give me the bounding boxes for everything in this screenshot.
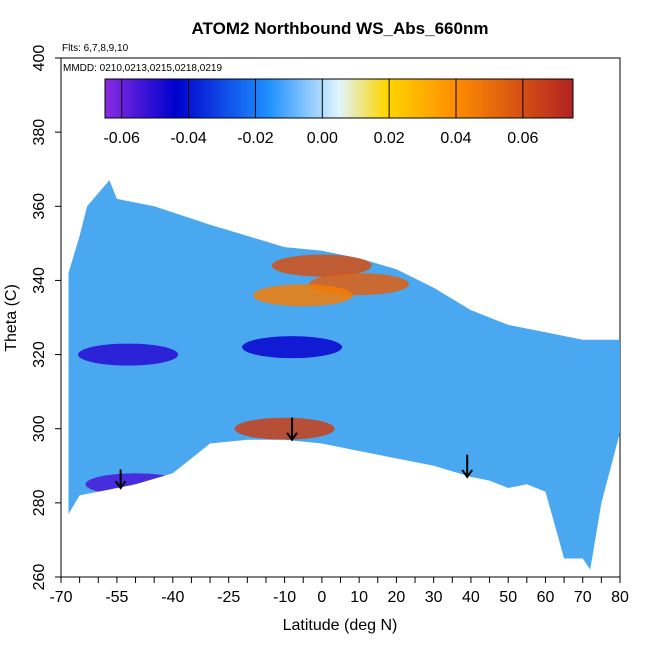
y-tick-label: 280 bbox=[31, 489, 48, 516]
colorbar-tick-label: -0.06 bbox=[103, 130, 140, 147]
flights-note: Flts: 6,7,8,9,10 bbox=[62, 43, 129, 54]
arrow-marker-1 bbox=[286, 417, 298, 442]
field-domain bbox=[68, 180, 620, 570]
x-axis: -70 -55 -40 -25 -10 0 10 20 30 40 50 60 70 80 bbox=[49, 577, 629, 606]
colorbar-tick-label: -0.04 bbox=[170, 130, 207, 147]
x-tick-label: -25 bbox=[217, 589, 240, 606]
colorbar-tick-label: 0.04 bbox=[440, 130, 471, 147]
x-tick-label: -55 bbox=[105, 589, 128, 606]
x-tick-label: -70 bbox=[49, 589, 72, 606]
heatmap-field bbox=[68, 180, 620, 570]
x-tick-label: 60 bbox=[537, 589, 555, 606]
colorbar-tick-label: 0.06 bbox=[507, 130, 538, 147]
x-tick-label: 40 bbox=[462, 589, 480, 606]
arrow-marker-2 bbox=[461, 454, 474, 479]
field-high-1 bbox=[271, 254, 372, 277]
field-high-0 bbox=[234, 417, 335, 440]
x-tick-label: 70 bbox=[574, 589, 592, 606]
x-axis-label: Latitude (deg N) bbox=[283, 617, 398, 634]
x-tick-label: 80 bbox=[611, 589, 629, 606]
y-tick-label: 320 bbox=[31, 341, 48, 368]
x-tick-label: 50 bbox=[499, 589, 517, 606]
arrow-marker-0 bbox=[114, 469, 127, 490]
colorbar-tick-label: -0.02 bbox=[237, 130, 274, 147]
colorbar-tick-label: 0.00 bbox=[307, 130, 338, 147]
colorbar: -0.06 -0.04 -0.02 0.00 0.02 0.04 0.06 bbox=[103, 78, 574, 147]
y-tick-label: 400 bbox=[31, 45, 48, 72]
x-tick-label: 0 bbox=[317, 589, 326, 606]
x-tick-label: 30 bbox=[425, 589, 443, 606]
x-tick-label: 10 bbox=[350, 589, 368, 606]
field-low-6 bbox=[242, 336, 343, 359]
field-features bbox=[78, 254, 410, 496]
y-tick-label: 360 bbox=[31, 193, 48, 220]
dates-note: MMDD: 0210,0213,0215,0218,0219 bbox=[63, 63, 222, 74]
field-high-3 bbox=[253, 284, 354, 307]
colorbar-tick-label: 0.02 bbox=[374, 130, 405, 147]
y-axis-label: Theta (C) bbox=[3, 284, 20, 352]
arrow-markers bbox=[114, 417, 474, 490]
x-tick-label: -10 bbox=[273, 589, 296, 606]
x-tick-label: 20 bbox=[388, 589, 406, 606]
y-tick-label: 340 bbox=[31, 267, 48, 294]
y-tick-label: 380 bbox=[31, 119, 48, 146]
field-low-5 bbox=[78, 343, 179, 366]
colorbar-gradient bbox=[104, 78, 574, 119]
y-tick-label: 300 bbox=[31, 415, 48, 442]
chart-title: ATOM2 Northbound WS_Abs_660nm bbox=[192, 19, 489, 38]
field-low-4 bbox=[85, 473, 186, 496]
y-axis: 260 280 300 320 340 360 380 400 bbox=[31, 45, 61, 591]
y-tick-label: 260 bbox=[31, 564, 48, 591]
x-tick-label: -40 bbox=[161, 589, 184, 606]
